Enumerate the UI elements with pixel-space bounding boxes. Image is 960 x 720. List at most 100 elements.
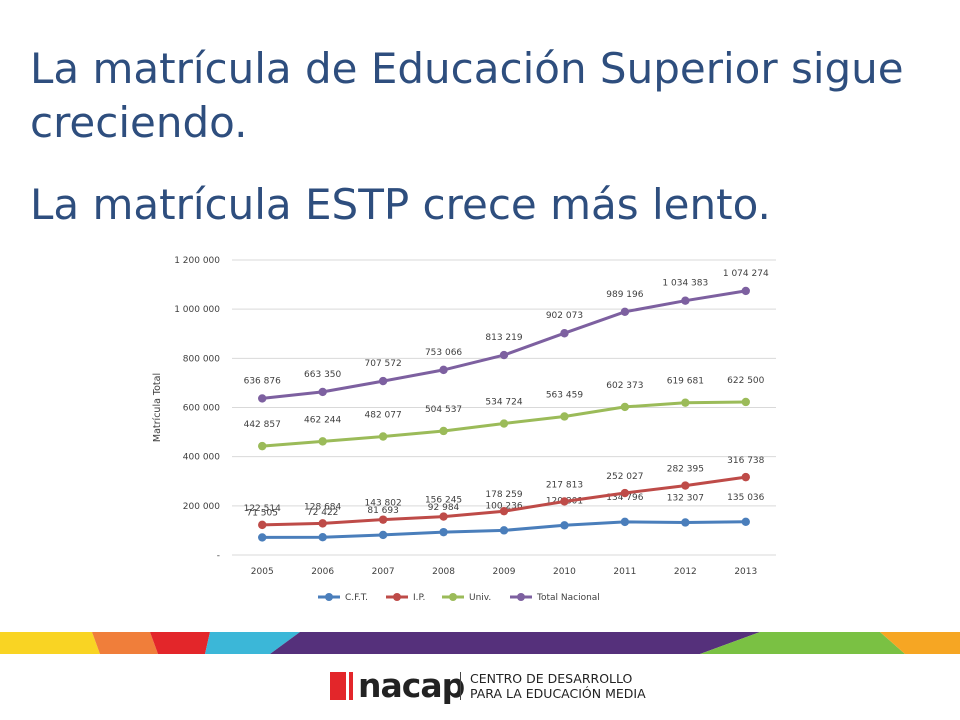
data-point <box>378 530 388 540</box>
data-label: 156 245 <box>425 496 462 506</box>
data-point <box>439 527 448 537</box>
data-point <box>620 488 630 498</box>
x-tick-label: 2013 <box>734 567 757 577</box>
data-point <box>499 526 509 535</box>
data-point <box>258 533 267 542</box>
brand-color-band <box>0 632 960 654</box>
y-tick-label: 1 000 000 <box>174 305 220 315</box>
data-point <box>681 296 690 305</box>
data-point <box>318 437 327 446</box>
data-point <box>560 521 569 530</box>
data-label: 252 027 <box>606 472 643 482</box>
data-label: 707 572 <box>365 359 402 369</box>
y-tick-label: - <box>217 551 220 561</box>
x-tick-label: 2012 <box>674 567 697 577</box>
data-label: 178 259 <box>485 490 522 500</box>
y-tick-label: 400 000 <box>183 453 220 463</box>
y-tick-label: 600 000 <box>183 404 220 414</box>
logo-wordmark: nacap <box>358 666 465 705</box>
x-tick-label: 2011 <box>613 567 636 577</box>
data-label: 482 077 <box>365 410 402 420</box>
band-segment <box>700 632 905 654</box>
data-label: 602 373 <box>606 381 643 391</box>
data-point <box>499 506 509 516</box>
data-point <box>741 286 750 296</box>
logo-separator <box>460 672 461 700</box>
x-tick-label: 2007 <box>372 567 395 577</box>
data-point <box>620 517 630 527</box>
x-tick-label: 2008 <box>432 567 455 577</box>
data-point <box>258 394 267 403</box>
data-label: 92 984 <box>428 503 460 513</box>
data-point <box>318 387 327 397</box>
data-label: 143 802 <box>365 499 402 509</box>
data-point <box>318 519 327 528</box>
data-label: 563 459 <box>546 390 583 400</box>
data-label: 663 350 <box>304 370 341 380</box>
data-label: 71 505 <box>246 508 278 518</box>
data-point <box>439 365 448 375</box>
data-point <box>681 398 690 407</box>
data-label: 1 034 383 <box>662 279 708 289</box>
data-point <box>620 402 630 412</box>
logo-tagline-line1: CENTRO DE DESARROLLO <box>470 671 633 686</box>
data-point <box>560 329 569 338</box>
data-point <box>378 515 388 524</box>
data-label: 753 066 <box>425 348 462 358</box>
data-label: 813 219 <box>485 333 522 343</box>
data-point <box>258 441 267 451</box>
data-label: 1 074 274 <box>723 269 769 279</box>
data-point <box>258 520 267 530</box>
logo-mark <box>330 672 346 700</box>
band-segment <box>0 632 100 654</box>
x-tick-label: 2010 <box>553 567 576 577</box>
logo-tagline: CENTRO DE DESARROLLO PARA LA EDUCACIÓN M… <box>470 671 646 701</box>
data-label: 134 796 <box>606 493 643 503</box>
legend-label: Univ. <box>469 593 491 603</box>
data-label: 619 681 <box>667 377 704 387</box>
legend-marker <box>517 593 525 601</box>
y-axis-title: Matrícula Total <box>152 373 163 442</box>
legend-label: I.P. <box>413 593 425 603</box>
data-point <box>560 412 569 421</box>
y-tick-label: 1 200 000 <box>174 256 220 266</box>
data-point <box>439 426 448 436</box>
legend-marker <box>449 593 457 601</box>
data-label: 135 036 <box>727 493 764 503</box>
legend-marker <box>325 593 333 601</box>
data-label: 100 236 <box>485 501 522 511</box>
data-label: 622 500 <box>727 376 764 386</box>
slide-title-line2: La matrícula ESTP crece más lento. <box>30 180 771 229</box>
data-point <box>378 432 388 441</box>
band-segment <box>92 632 158 654</box>
data-label: 122 514 <box>244 504 281 514</box>
data-label: 902 073 <box>546 311 583 321</box>
x-tick-label: 2005 <box>251 567 274 577</box>
data-label: 504 537 <box>425 405 462 415</box>
data-label: 72 422 <box>307 508 339 518</box>
data-label: 217 813 <box>546 480 583 490</box>
data-label: 989 196 <box>606 290 643 300</box>
data-point <box>560 497 569 506</box>
data-label: 316 738 <box>727 456 764 466</box>
band-segment <box>150 632 210 654</box>
data-point <box>681 518 690 527</box>
line-chart: - 200 000 400 000 600 000 800 000 1 000 000 1 … <box>152 256 776 603</box>
band-segment <box>880 632 960 654</box>
data-point <box>741 472 750 482</box>
data-label: 636 876 <box>244 376 281 386</box>
x-tick-label: 2009 <box>493 567 516 577</box>
logo-tagline-line2: PARA LA EDUCACIÓN MEDIA <box>470 686 646 701</box>
y-tick-label: 800 000 <box>183 354 220 364</box>
band-segment <box>270 632 760 654</box>
data-point <box>681 481 690 490</box>
data-point <box>499 419 509 428</box>
x-tick-label: 2006 <box>311 567 334 577</box>
data-label: 462 244 <box>304 415 341 425</box>
band-segment <box>205 632 300 654</box>
logo-mark-bar <box>349 672 353 700</box>
data-point <box>741 517 750 527</box>
legend-label: Total Nacional <box>536 593 600 603</box>
legend-label: C.F.T. <box>345 593 368 603</box>
legend-marker <box>393 593 401 601</box>
